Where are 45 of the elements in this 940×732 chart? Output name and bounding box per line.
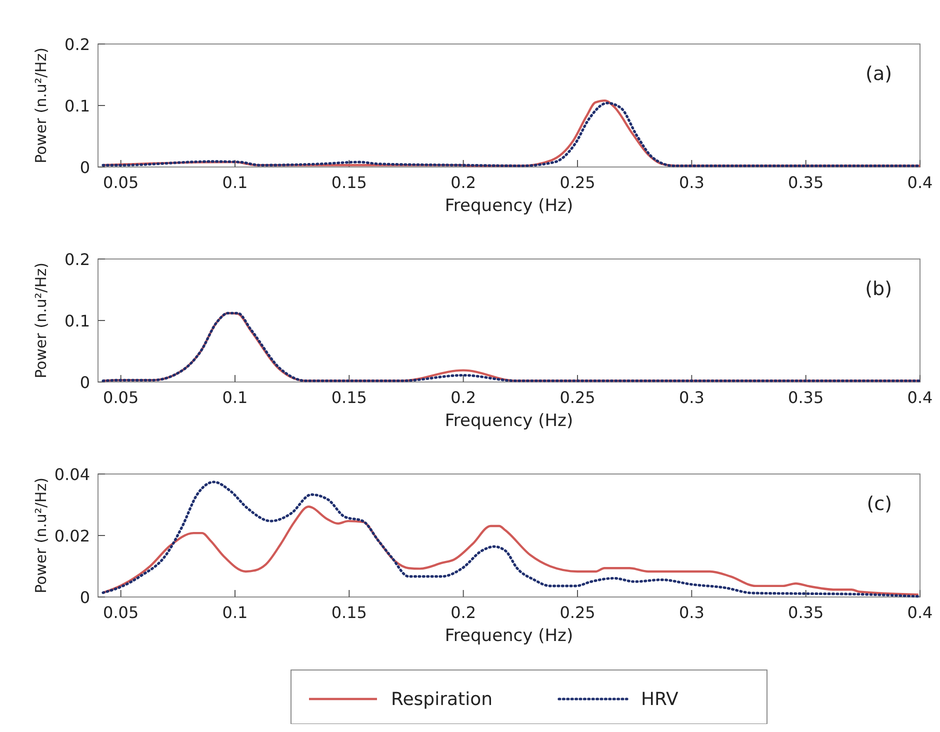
- x-tick-label: 0.35: [788, 173, 824, 192]
- y-tick-label: 0.2: [64, 35, 90, 54]
- x-axis-title: Frequency (Hz): [444, 196, 574, 216]
- x-tick-label: 0.1: [222, 173, 248, 192]
- x-tick-label: 0.4: [907, 603, 933, 622]
- x-axis-title: Frequency (Hz): [444, 411, 574, 431]
- annotation: (a): [866, 63, 892, 85]
- x-axis-title: Frequency (Hz): [444, 626, 574, 646]
- x-tick-label: 0.05: [103, 603, 139, 622]
- y-tick-label: 0.02: [54, 526, 90, 546]
- x-tick-label: 0.4: [907, 173, 933, 192]
- y-tick-label: 0: [80, 588, 90, 607]
- y-tick-label: 0.04: [54, 465, 90, 484]
- x-tick-label: 0.3: [678, 603, 704, 622]
- line-series: [102, 480, 920, 598]
- x-tick-label: 0.1: [222, 388, 248, 407]
- x-tick-label: 0.15: [331, 388, 367, 407]
- annotation: (c): [866, 493, 892, 515]
- x-tick-label: 0.15: [331, 173, 367, 192]
- y-axis-title: Power (n.u²/Hz): [32, 478, 50, 594]
- y-axis-title: Power (n.u²/Hz): [32, 48, 50, 164]
- legend-label: HRV: [641, 689, 680, 710]
- x-tick-label: 0.2: [450, 388, 476, 407]
- x-tick-label: 0.05: [103, 173, 139, 192]
- y-tick-label: 0: [80, 373, 90, 392]
- x-tick-label: 0.05: [103, 388, 139, 407]
- x-tick-label: 0.3: [678, 388, 704, 407]
- x-tick-label: 0.3: [678, 173, 704, 192]
- y-tick-label: 0.2: [64, 250, 90, 269]
- y-tick-label: 0.1: [64, 96, 90, 116]
- x-tick-label: 0.4: [907, 388, 933, 407]
- x-tick-label: 0.1: [222, 603, 248, 622]
- x-tick-label: 0.35: [788, 388, 824, 407]
- annotation: (b): [865, 278, 892, 300]
- x-tick-label: 0.25: [560, 603, 596, 622]
- y-tick-label: 0: [80, 158, 90, 177]
- y-tick-label: 0.1: [64, 312, 90, 330]
- x-tick-label: 0.25: [560, 173, 596, 192]
- x-tick-label: 0.15: [331, 603, 367, 622]
- x-tick-label: 0.35: [788, 603, 824, 622]
- y-axis-title: Power (n.u²/Hz): [32, 262, 50, 378]
- x-tick-label: 0.2: [450, 603, 476, 622]
- x-tick-label: 0.25: [560, 388, 596, 407]
- x-tick-label: 0.2: [450, 173, 476, 192]
- legend-label: Respiration: [391, 689, 492, 710]
